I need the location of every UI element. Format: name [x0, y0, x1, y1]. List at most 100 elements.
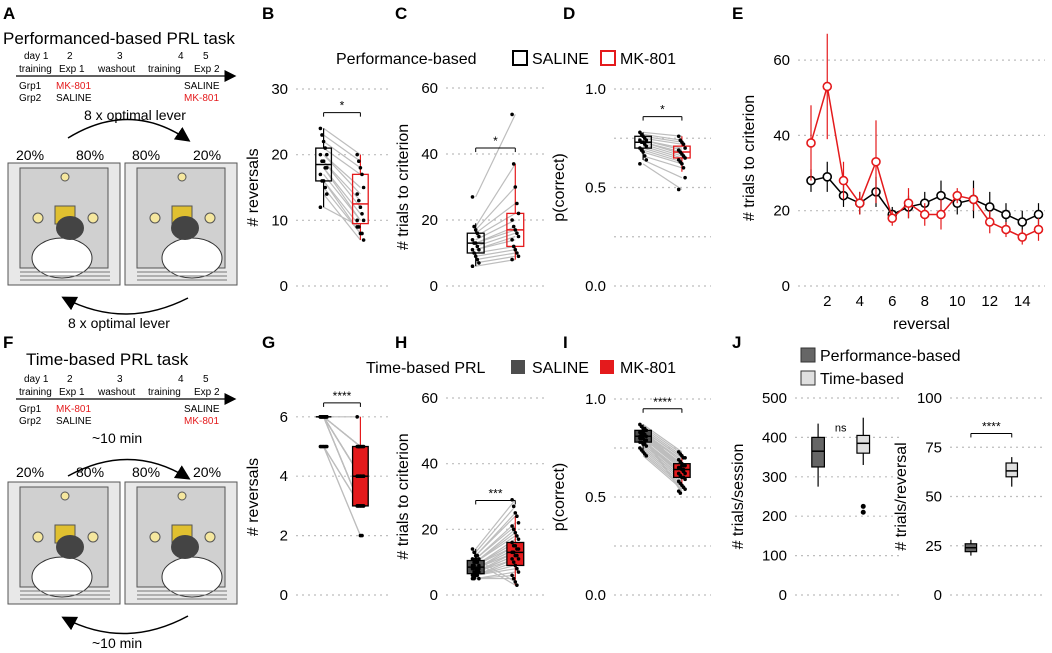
sig-label: ***	[488, 486, 502, 500]
data-point	[984, 217, 995, 227]
legend-key-saline	[512, 50, 528, 66]
paired-line	[475, 114, 516, 198]
y-tick-label: 40	[421, 456, 438, 473]
legend-label-mk801: MK-801	[620, 51, 676, 68]
data-point	[357, 474, 361, 479]
pct-label: 20%	[16, 464, 44, 480]
data-point	[321, 159, 326, 164]
day-label: 5	[203, 374, 209, 385]
data-point	[515, 553, 519, 558]
phase-label: washout	[97, 64, 135, 75]
data-point	[515, 251, 519, 255]
data-point	[952, 190, 963, 201]
data-point	[1001, 224, 1011, 235]
data-point	[470, 247, 475, 252]
data-point	[477, 576, 481, 581]
data-point	[510, 112, 514, 117]
data-point	[510, 497, 514, 502]
y-tick-label: 0	[934, 587, 942, 604]
paired-line	[642, 423, 683, 453]
paired-line	[323, 180, 361, 234]
sig-label: ****	[982, 419, 1001, 433]
x-tick-label: 6	[888, 293, 896, 310]
pct-label: 80%	[132, 464, 160, 480]
data-point	[511, 576, 516, 581]
phase-label: Exp 1	[59, 64, 85, 75]
y-tick-label: 60	[421, 80, 438, 97]
panel-F-title: Time-based PRL task	[26, 350, 189, 369]
data-point	[515, 514, 519, 518]
y-tick-label: 60	[421, 390, 438, 407]
panel-A-title: Performanced-based PRL task	[3, 29, 235, 48]
y-axis-label: # trials to criterion	[395, 124, 412, 250]
grp1-exp1: MK-801	[56, 404, 91, 415]
data-point	[470, 264, 475, 269]
grp1-exp2: SALINE	[184, 81, 220, 92]
y-tick-label: 100	[762, 548, 787, 565]
data-point	[683, 146, 687, 150]
data-point	[321, 179, 326, 183]
y-tick-label: 60	[773, 52, 790, 69]
data-point	[357, 159, 361, 164]
data-point	[854, 198, 865, 208]
y-tick-label: 0.5	[585, 489, 606, 506]
y-tick-label: 0	[779, 587, 787, 604]
group-label: Grp2	[19, 416, 42, 427]
data-point	[358, 205, 363, 209]
data-point	[477, 234, 481, 239]
paired-line	[323, 141, 361, 169]
data-point	[477, 557, 481, 561]
data-point	[510, 524, 514, 528]
chart-panel-G: 0 2 4 6 # reversals ****	[245, 389, 388, 604]
data-point	[644, 454, 649, 458]
legend-label-time: Time-based	[820, 371, 904, 388]
operant-box-illustration	[7, 481, 238, 605]
y-tick-label: 0.0	[585, 587, 606, 604]
panel-letter-D: D	[563, 4, 575, 23]
y-tick-label: 400	[762, 429, 787, 446]
panel-letter-A: A	[3, 4, 15, 23]
y-tick-label: 100	[917, 390, 942, 407]
legend-key-time	[800, 370, 816, 386]
data-point	[475, 244, 480, 249]
y-axis-label: # trials/reversal	[893, 442, 910, 550]
arrow-bottom-label: 8 x optimal lever	[68, 315, 170, 331]
y-tick-label: 0.0	[585, 278, 606, 295]
data-point	[683, 471, 687, 476]
pct-label: 80%	[76, 464, 104, 480]
data-point	[475, 257, 480, 262]
chart-panel-D: 0.0 0.5 1.0 p(correct) *	[551, 81, 711, 295]
chart-panel-C: 0 20 40 60 # trials to criterion *	[395, 80, 545, 295]
sig-label: *	[660, 103, 665, 117]
data-point	[318, 172, 323, 177]
paired-line	[323, 416, 361, 447]
paired-line	[475, 163, 516, 227]
paired-line	[475, 245, 516, 254]
data-point	[513, 530, 518, 535]
data-point	[323, 444, 328, 449]
pct-label: 80%	[132, 147, 160, 163]
data-point	[642, 154, 647, 158]
panel-letter-B: B	[262, 4, 274, 23]
paired-line	[642, 433, 683, 494]
data-point	[355, 415, 360, 419]
paired-line	[323, 180, 361, 228]
data-point	[681, 142, 686, 146]
arrow-top-label: ~10 min	[92, 430, 142, 446]
y-tick-label: 75	[925, 439, 942, 456]
operant-box-illustration	[7, 162, 238, 286]
y-tick-label: 20	[773, 203, 790, 220]
sig-label: ****	[653, 395, 672, 409]
data-point	[681, 467, 686, 472]
legend-title: Performance-based	[336, 51, 477, 68]
data-point	[470, 566, 475, 571]
chart-panel-E: 0 20 40 60 # trials to criterion 2 4 6 8 10 12 14 re…	[741, 33, 1045, 333]
paired-line	[475, 232, 516, 247]
data-point	[638, 436, 642, 441]
data-point	[355, 152, 360, 157]
series-mk-801	[806, 33, 1044, 245]
data-point	[360, 172, 364, 177]
data-point	[511, 560, 516, 564]
data-point	[681, 166, 686, 170]
